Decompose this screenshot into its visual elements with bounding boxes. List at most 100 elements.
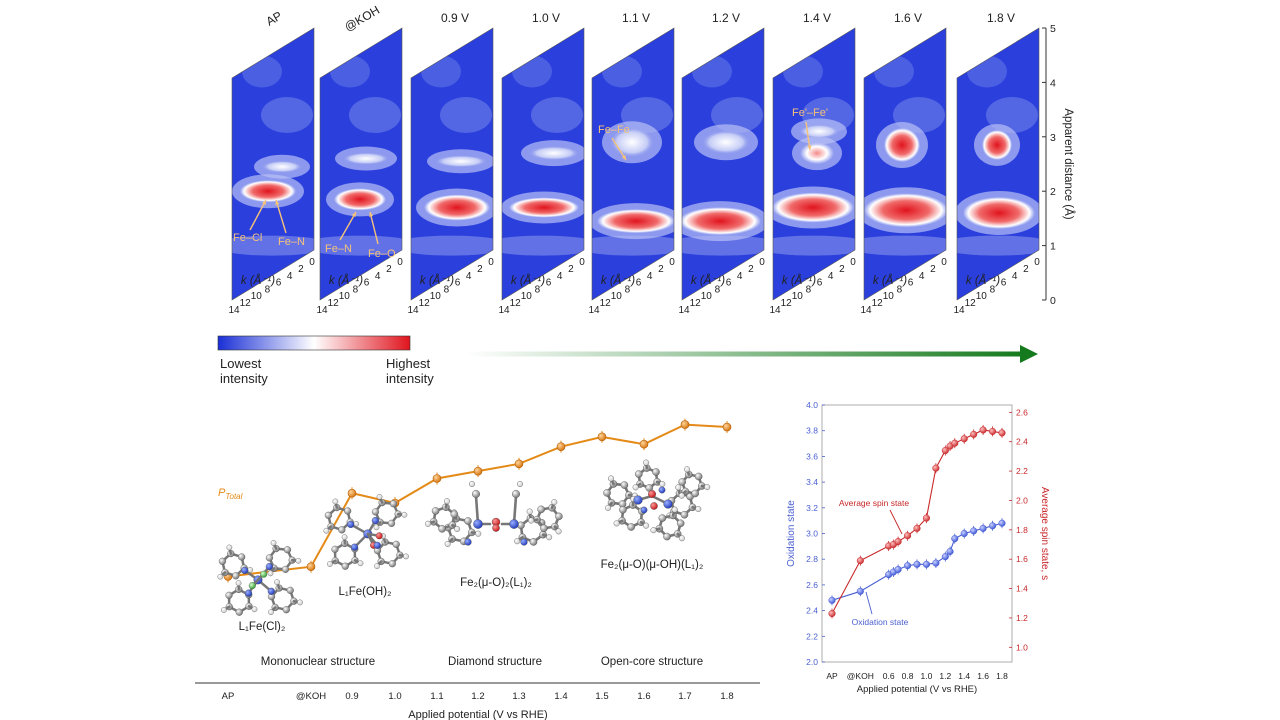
atom: [331, 545, 339, 553]
atom: [704, 484, 711, 491]
atom: [659, 481, 666, 488]
atom: [472, 490, 481, 499]
k-tick: 6: [636, 278, 642, 289]
k-tick: 0: [397, 257, 403, 268]
atom: [267, 570, 274, 577]
k-tick: 4: [828, 271, 834, 282]
right-axis-tick: 1.0: [1016, 642, 1028, 652]
k-tick: 14: [316, 305, 328, 316]
chart2-x-tick: 1.4: [958, 671, 970, 681]
left-axis-tick: 4.0: [806, 400, 818, 410]
k-tick: 14: [498, 305, 510, 316]
oxidation-point: [904, 562, 912, 570]
spin-state-line: [831, 429, 1003, 614]
molecule-l1fecl2: [217, 540, 303, 616]
k-tick: 4: [919, 271, 925, 282]
left-axis-tick: 2.8: [806, 554, 818, 564]
annotation-fe-n-2: Fe–N: [325, 243, 352, 255]
r-tick: 5: [1050, 23, 1056, 35]
atom: [678, 478, 686, 486]
chart1-x-tick: 1.8: [720, 691, 733, 702]
panel-title-8: 1.8 V: [987, 11, 1015, 25]
right-axis-tick: 2.4: [1016, 437, 1028, 447]
k-tick: 0: [309, 257, 315, 268]
atom: [238, 553, 246, 561]
oxidation-series-label: Oxidation state: [852, 617, 909, 627]
atom: [344, 507, 352, 515]
atom: [632, 484, 639, 491]
k-tick: 12: [419, 298, 431, 309]
atom: [475, 530, 482, 537]
progression-arrow: [466, 345, 1038, 363]
atom: [555, 528, 562, 535]
oxygen-atom: [648, 489, 656, 498]
k-tick: 2: [386, 264, 392, 275]
atom: [526, 508, 533, 515]
k-tick: 8: [353, 284, 359, 295]
left-axis-tick: 3.8: [806, 426, 818, 436]
spin-point: [894, 538, 902, 546]
chart2-x-tick: 0.8: [902, 671, 914, 681]
p-total-point: [722, 422, 732, 432]
k-axis-label: k (Å⁻¹): [241, 274, 275, 287]
chart1-x-tick: 1.6: [637, 691, 650, 702]
structure-label-l1fecl2: L₁Fe(Cl)₂: [239, 621, 286, 633]
nitrogen-atom: [373, 541, 381, 549]
oxidation-point: [894, 565, 902, 574]
oxidation-point: [951, 535, 959, 543]
k-tick: 2: [839, 264, 845, 275]
k-axis-label: k (Å⁻¹): [782, 274, 816, 287]
atom: [619, 505, 627, 514]
spin-point: [922, 514, 930, 522]
atom: [443, 498, 450, 505]
atom: [517, 481, 524, 488]
atom: [324, 511, 333, 519]
k-axis-label: k (Å⁻¹): [691, 274, 725, 287]
k-tick: 8: [535, 284, 541, 295]
left-axis-tick: 2.6: [806, 580, 818, 590]
spin-series-label: Average spin state: [839, 498, 910, 508]
k-tick: 12: [965, 298, 977, 309]
k-tick: 14: [953, 305, 965, 316]
atom: [652, 468, 660, 476]
atom: [537, 505, 545, 514]
k-tick: 6: [908, 278, 914, 289]
colorbar-high-label-1: Highest: [386, 356, 430, 371]
left-axis-tick: 3.0: [806, 529, 818, 539]
k-tick: 14: [860, 305, 872, 316]
k-tick: 4: [1012, 271, 1018, 282]
spin-point: [932, 464, 940, 472]
atom: [512, 490, 521, 499]
atom: [401, 511, 408, 518]
oxidation-point: [913, 560, 921, 568]
atom: [332, 498, 339, 505]
k-tick: 4: [737, 271, 743, 282]
k-axis-label: k (Å⁻¹): [511, 274, 545, 287]
atom: [374, 563, 380, 569]
k-tick: 0: [1034, 257, 1040, 268]
spin-point: [970, 430, 978, 438]
k-axis-label: k (Å⁻¹): [966, 274, 1000, 287]
panel-title-2: 0.9 V: [441, 11, 469, 25]
chart2-x-label: Applied potential (V vs RHE): [857, 684, 977, 695]
right-axis-tick: 1.6: [1016, 554, 1028, 564]
chart1-x-tick: 1.5: [595, 691, 608, 702]
p-total-legend: PTotal: [218, 487, 243, 501]
nitrogen-atom: [371, 516, 380, 525]
left-axis-tick: 3.6: [806, 451, 818, 461]
k-tick: 2: [658, 264, 664, 275]
k-tick: 6: [817, 278, 823, 289]
k-tick: 8: [897, 284, 903, 295]
atom: [323, 527, 330, 534]
apparent-distance-axis: 0 1 2 3 4 5 Apparent distance (Å): [1042, 23, 1075, 307]
k-tick: 12: [510, 298, 522, 309]
k-tick: 10: [883, 291, 895, 302]
right-axis-tick: 1.2: [1016, 613, 1028, 623]
atom: [341, 534, 348, 540]
nitrogen-atom: [241, 566, 249, 575]
panel-annotations: Fe–Cl Fe–N Fe–N Fe–O Fe–Fe Fe'–Fe': [233, 107, 828, 260]
oxidation-point: [946, 547, 954, 556]
